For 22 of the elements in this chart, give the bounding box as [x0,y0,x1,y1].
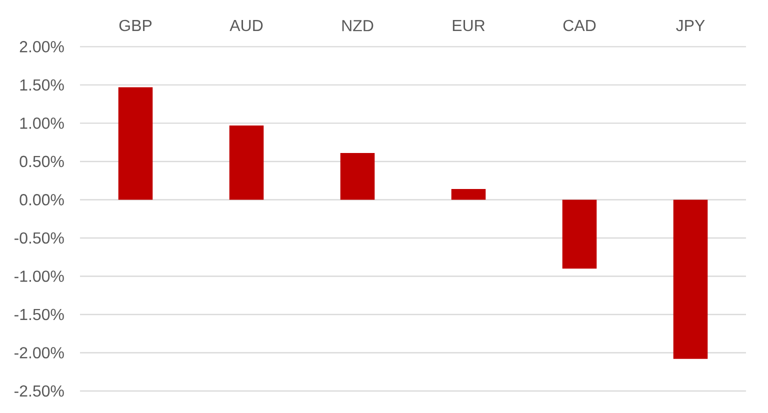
y-tick-label: 1.50% [20,79,64,91]
x-tick-label: NZD [342,20,374,32]
x-tick-label: CAD [563,20,596,32]
y-tick-label: 0.00% [20,194,64,206]
x-tick-label: GBP [119,20,152,32]
x-tick-label: EUR [452,20,485,32]
y-tick-label: 0.50% [20,156,64,168]
y-tick-label: 2.00% [20,41,64,52]
x-tick-label: JPY [676,20,705,32]
bar [562,200,597,269]
y-tick-label: -2.50% [14,385,64,397]
bar [340,153,375,200]
y-tick-label: -1.00% [14,270,64,282]
bar [673,200,708,359]
x-tick-label: AUD [230,20,263,32]
y-tick-label: -2.00% [14,347,64,358]
bar [229,126,264,200]
y-tick-label: -1.50% [14,308,64,320]
y-tick-label: -0.50% [14,232,64,244]
bar [118,87,153,200]
y-tick-label: 1.00% [20,118,64,129]
bar [451,189,486,200]
